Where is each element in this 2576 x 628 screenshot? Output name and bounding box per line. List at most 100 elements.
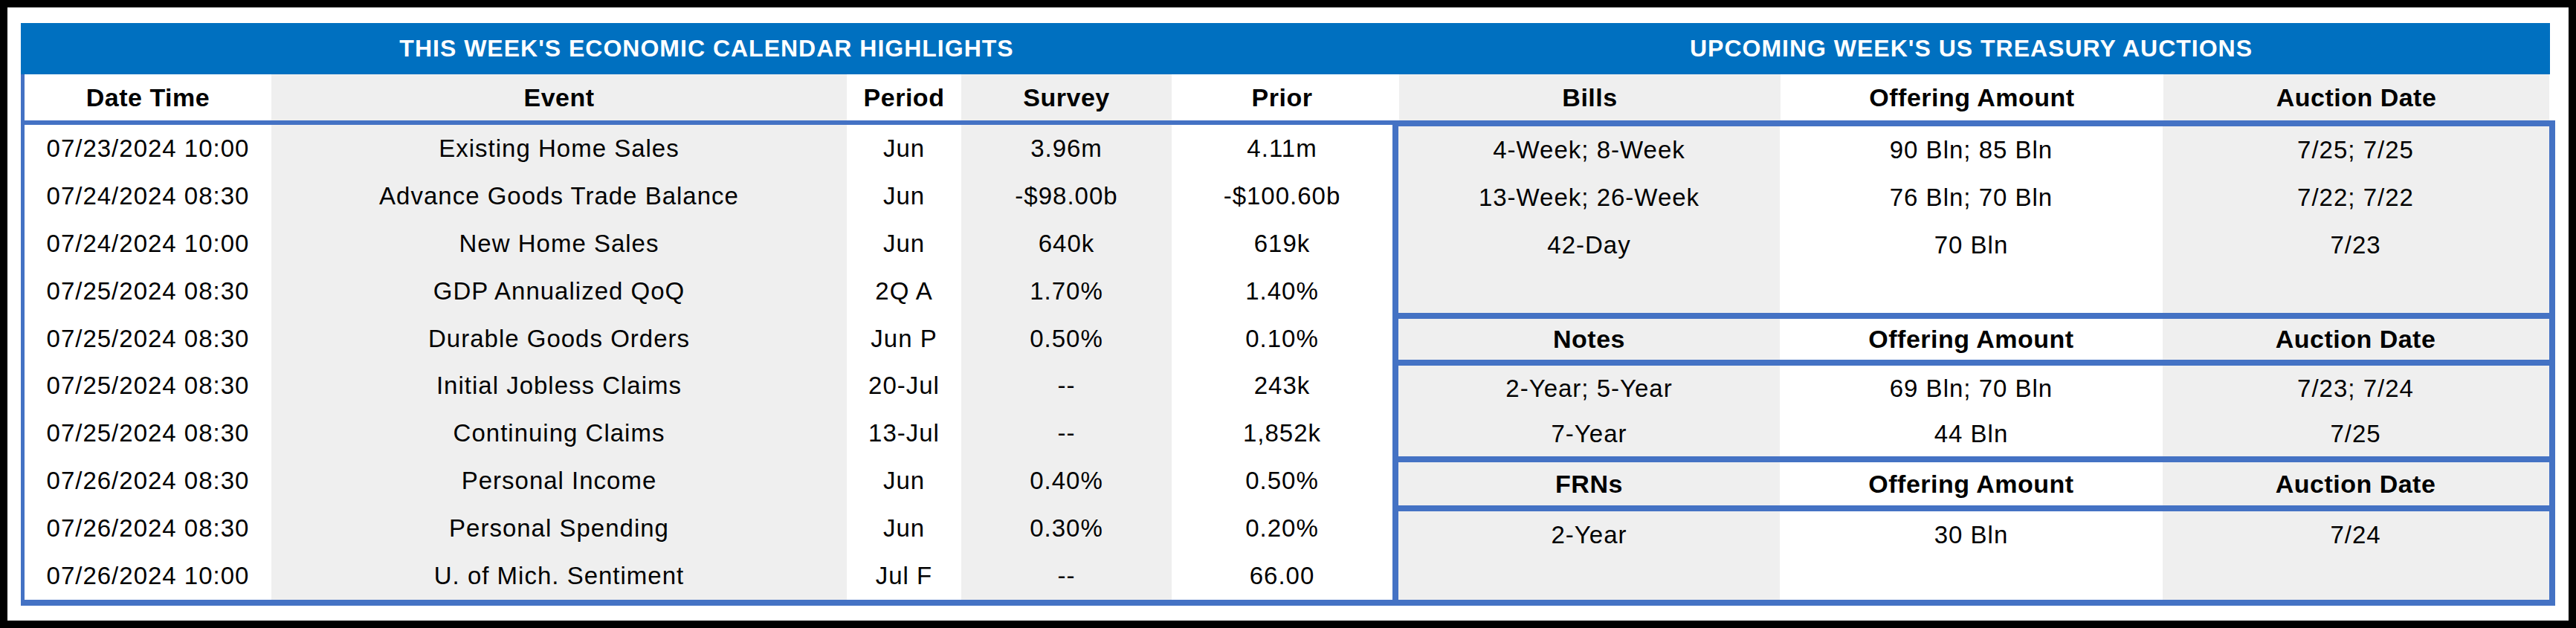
table-cell: 640k bbox=[961, 220, 1172, 268]
table-row: 2-Year; 5-Year 69 Bln; 70 Bln 7/23; 7/24 bbox=[1398, 366, 2549, 411]
table-row: 07/24/2024 08:30 Advance Goods Trade Bal… bbox=[25, 172, 1392, 220]
table-cell: Jun P bbox=[847, 315, 961, 363]
table-cell: Durable Goods Orders bbox=[271, 315, 847, 363]
section-divider bbox=[1398, 456, 2549, 462]
table-cell: 13-Week; 26-Week bbox=[1398, 174, 1780, 221]
table-row: 07/26/2024 08:30 Personal Income Jun 0.4… bbox=[25, 457, 1392, 505]
table-cell: 0.50% bbox=[1172, 457, 1392, 505]
calendar-col-header-prior: Prior bbox=[1172, 74, 1392, 120]
frns-header-row: FRNs Offering Amount Auction Date bbox=[1398, 462, 2549, 505]
calendar-col-header-survey: Survey bbox=[961, 74, 1172, 120]
notes-header-row: Notes Offering Amount Auction Date bbox=[1398, 319, 2549, 360]
table-cell: GDP Annualized QoQ bbox=[271, 268, 847, 315]
table-cell: 70 Bln bbox=[1780, 221, 2163, 269]
table-cell: 0.40% bbox=[961, 457, 1172, 505]
table-cell: 2Q A bbox=[847, 268, 961, 315]
table-cell: 07/26/2024 10:00 bbox=[25, 552, 271, 600]
table-cell: 0.10% bbox=[1172, 315, 1392, 363]
table-row: 07/25/2024 08:30 Continuing Claims 13-Ju… bbox=[25, 410, 1392, 457]
table-cell: -$98.00b bbox=[961, 172, 1172, 220]
economic-calendar-title: THIS WEEK'S ECONOMIC CALENDAR HIGHLIGHTS bbox=[399, 35, 1013, 62]
calendar-bottom-border bbox=[21, 600, 1392, 606]
notes-col-header: Notes bbox=[1398, 319, 1780, 360]
frns-section: 2-Year 30 Bln 7/24 bbox=[1398, 511, 2549, 600]
table-cell: 42-Day bbox=[1398, 221, 1780, 269]
table-cell: 07/26/2024 08:30 bbox=[25, 505, 271, 552]
table-cell: 619k bbox=[1172, 220, 1392, 268]
table-cell: -- bbox=[961, 410, 1172, 457]
table-row: 07/23/2024 10:00 Existing Home Sales Jun… bbox=[25, 125, 1392, 172]
table-cell: -- bbox=[961, 363, 1172, 410]
table-row: 13-Week; 26-Week 76 Bln; 70 Bln 7/22; 7/… bbox=[1398, 174, 2549, 221]
auctions-col-header-offering-amount: Offering Amount bbox=[1781, 74, 2163, 120]
table-cell: 7/25 bbox=[2163, 411, 2548, 456]
table-row: 4-Week; 8-Week 90 Bln; 85 Bln 7/25; 7/25 bbox=[1398, 126, 2549, 174]
table-cell: 7/22; 7/22 bbox=[2163, 174, 2548, 221]
table-cell: 1,852k bbox=[1172, 410, 1392, 457]
table-cell: Advance Goods Trade Balance bbox=[271, 172, 847, 220]
table-cell: 07/25/2024 08:30 bbox=[25, 315, 271, 363]
bills-section: 4-Week; 8-Week 90 Bln; 85 Bln 7/25; 7/25… bbox=[1398, 126, 2549, 313]
table-cell: 69 Bln; 70 Bln bbox=[1780, 366, 2163, 411]
table-row: 07/26/2024 10:00 U. of Mich. Sentiment J… bbox=[25, 552, 1392, 600]
table-cell: Initial Jobless Claims bbox=[271, 363, 847, 410]
table-cell: 1.40% bbox=[1172, 268, 1392, 315]
table-cell: Jun bbox=[847, 457, 961, 505]
table-cell: Jun bbox=[847, 125, 961, 172]
table-cell: Jun bbox=[847, 220, 961, 268]
table-cell: 07/23/2024 10:00 bbox=[25, 125, 271, 172]
table-cell: 0.30% bbox=[961, 505, 1172, 552]
calendar-col-header-date-time: Date Time bbox=[25, 74, 271, 120]
table-cell: 243k bbox=[1172, 363, 1392, 410]
table-row: 07/26/2024 08:30 Personal Spending Jun 0… bbox=[25, 505, 1392, 552]
table-cell: 7/24 bbox=[2163, 511, 2548, 559]
table-cell: 0.50% bbox=[961, 315, 1172, 363]
auctions-col-header-auction-date: Auction Date bbox=[2163, 74, 2549, 120]
frns-col-header-auction-date: Auction Date bbox=[2163, 462, 2548, 505]
auctions-col-header-bills: Bills bbox=[1399, 74, 1781, 120]
table-cell: 2-Year bbox=[1398, 511, 1780, 559]
table-cell: 44 Bln bbox=[1780, 411, 2163, 456]
table-cell: 7/23; 7/24 bbox=[2163, 366, 2548, 411]
section-divider bbox=[1398, 505, 2549, 511]
table-cell: 7/23 bbox=[2163, 221, 2548, 269]
notes-col-header-auction-date: Auction Date bbox=[2163, 319, 2548, 360]
table-cell: 76 Bln; 70 Bln bbox=[1780, 174, 2163, 221]
title-band: THIS WEEK'S ECONOMIC CALENDAR HIGHLIGHTS… bbox=[21, 23, 2550, 74]
table-cell: 07/25/2024 08:30 bbox=[25, 268, 271, 315]
table-cell: 66.00 bbox=[1172, 552, 1392, 600]
calendar-col-header-event: Event bbox=[271, 74, 847, 120]
table-cell: 4.11m bbox=[1172, 125, 1392, 172]
table-cell: Personal Income bbox=[271, 457, 847, 505]
table-cell: Existing Home Sales bbox=[271, 125, 847, 172]
table-cell: -$100.60b bbox=[1172, 172, 1392, 220]
table-row: 07/25/2024 08:30 GDP Annualized QoQ 2Q A… bbox=[25, 268, 1392, 315]
auctions-table-box: 4-Week; 8-Week 90 Bln; 85 Bln 7/25; 7/25… bbox=[1392, 120, 2555, 606]
table-row: 07/24/2024 10:00 New Home Sales Jun 640k… bbox=[25, 220, 1392, 268]
table-cell: 3.96m bbox=[961, 125, 1172, 172]
table-cell: New Home Sales bbox=[271, 220, 847, 268]
notes-section: 2-Year; 5-Year 69 Bln; 70 Bln 7/23; 7/24… bbox=[1398, 366, 2549, 456]
table-cell: Jul F bbox=[847, 552, 961, 600]
report-page: THIS WEEK'S ECONOMIC CALENDAR HIGHLIGHTS… bbox=[0, 0, 2576, 628]
calendar-rows: 07/23/2024 10:00 Existing Home Sales Jun… bbox=[25, 125, 1392, 600]
table-row: 2-Year 30 Bln 7/24 bbox=[1398, 511, 2549, 559]
treasury-auctions-title-area: UPCOMING WEEK'S US TREASURY AUCTIONS bbox=[1392, 23, 2550, 74]
treasury-auctions-title: UPCOMING WEEK'S US TREASURY AUCTIONS bbox=[1690, 35, 2253, 62]
table-cell: 2-Year; 5-Year bbox=[1398, 366, 1780, 411]
section-divider bbox=[1398, 313, 2549, 319]
table-cell: 4-Week; 8-Week bbox=[1398, 126, 1780, 174]
table-row: 07/25/2024 08:30 Initial Jobless Claims … bbox=[25, 363, 1392, 410]
table-cell: Jun bbox=[847, 172, 961, 220]
table-row: 7-Year 44 Bln 7/25 bbox=[1398, 411, 2549, 456]
auctions-header-row: Bills Offering Amount Auction Date bbox=[1399, 74, 2549, 120]
table-cell: 20-Jul bbox=[847, 363, 961, 410]
table-cell: 1.70% bbox=[961, 268, 1172, 315]
table-row: 07/25/2024 08:30 Durable Goods Orders Ju… bbox=[25, 315, 1392, 363]
table-cell: 07/24/2024 08:30 bbox=[25, 172, 271, 220]
table-cell: 07/24/2024 10:00 bbox=[25, 220, 271, 268]
table-cell: 7/25; 7/25 bbox=[2163, 126, 2548, 174]
table-cell: 07/25/2024 08:30 bbox=[25, 410, 271, 457]
frns-col-header: FRNs bbox=[1398, 462, 1780, 505]
table-row: 42-Day 70 Bln 7/23 bbox=[1398, 221, 2549, 269]
